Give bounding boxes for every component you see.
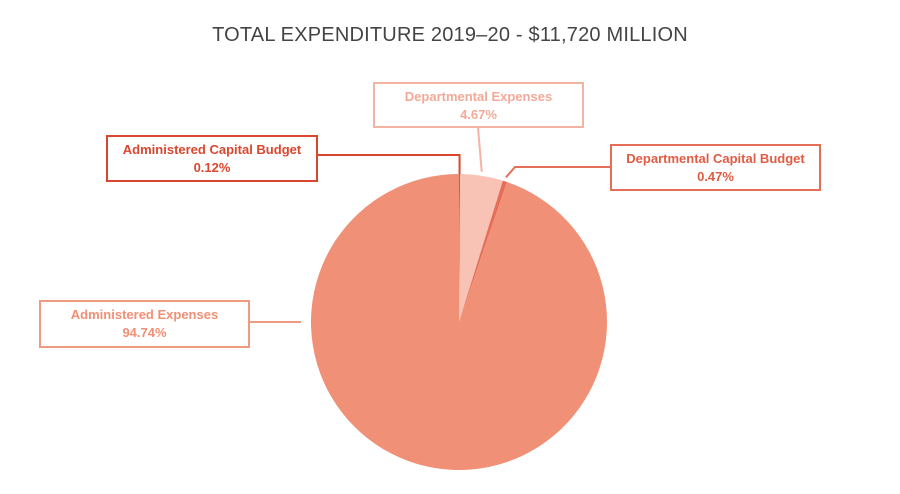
callout-label: Departmental Capital Budget (626, 151, 805, 166)
pie-slice-administered-expenses (311, 174, 607, 470)
pie-slice-departmental-expenses (459, 174, 503, 322)
callout-administered-expenses: Administered Expenses 94.74% (39, 300, 250, 348)
callout-label: Administered Expenses (70, 307, 219, 322)
callout-label: Departmental Expenses (404, 89, 553, 104)
callout-administered-capital-budget: Administered Capital Budget 0.12% (106, 135, 318, 182)
callout-value: 0.47% (697, 169, 734, 184)
callout-leader-lines (250, 127, 610, 323)
leader-line-administered-capital-budget (318, 154, 461, 175)
callout-label: Administered Capital Budget (122, 142, 302, 157)
leader-line-departmental-capital-budget (505, 166, 610, 178)
callout-departmental-capital-budget: Departmental Capital Budget 0.47% (610, 144, 821, 191)
callout-value: 0.12% (193, 160, 231, 175)
pie-slices (311, 174, 607, 470)
leader-line-departmental-expenses (477, 127, 483, 172)
callout-departmental-expenses: Departmental Expenses 4.67% (373, 82, 584, 128)
chart-title: TOTAL EXPENDITURE 2019–20 - $11,720 MILL… (212, 24, 688, 46)
callout-value: 94.74% (122, 325, 167, 340)
callout-value: 4.67% (460, 107, 497, 122)
pie-slice-administered-capital-budget (459, 174, 461, 322)
pie-slice-departmental-capital-budget (459, 180, 508, 322)
